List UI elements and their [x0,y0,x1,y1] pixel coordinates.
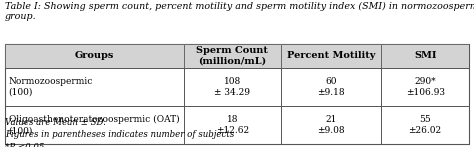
Bar [381,106,469,144]
Text: 290*
±106.93: 290* ±106.93 [406,77,445,97]
Text: 108
± 34.29: 108 ± 34.29 [214,77,250,97]
Text: 55
±26.02: 55 ±26.02 [409,115,442,135]
Bar [183,106,281,144]
Text: Percent Motility: Percent Motility [287,51,375,60]
Bar [5,44,183,68]
Bar [5,44,183,68]
Text: Groups: Groups [74,51,114,60]
Bar [5,44,469,144]
Bar [281,44,381,68]
Bar [281,68,381,106]
Bar [183,44,281,68]
Text: Figures in parentheses indicates number of subjects: Figures in parentheses indicates number … [5,130,234,139]
Bar [381,44,469,68]
Text: Table I: Showing sperm count, percent motility and sperm motility index (SMI) in: Table I: Showing sperm count, percent mo… [5,1,474,21]
Bar [381,44,469,68]
Text: 21
±9.08: 21 ±9.08 [317,115,345,135]
Text: Oligoasthenoteratozoospermic (OAT)
(100): Oligoasthenoteratozoospermic (OAT) (100) [9,115,179,135]
Text: Normozoospermic
(100): Normozoospermic (100) [9,77,93,97]
Text: 18
±12.62: 18 ±12.62 [216,115,249,135]
Bar [5,68,183,106]
Bar [183,68,281,106]
Text: SMI: SMI [414,51,437,60]
Bar [183,44,281,68]
Bar [281,106,381,144]
Text: 60
±9.18: 60 ±9.18 [317,77,345,97]
Bar [281,44,381,68]
Bar [5,106,183,144]
Text: Sperm Count
(million/mL): Sperm Count (million/mL) [196,46,268,66]
Bar [381,68,469,106]
Text: Values are Mean ± SD.: Values are Mean ± SD. [5,118,106,127]
Text: *P <0.05: *P <0.05 [5,143,44,147]
